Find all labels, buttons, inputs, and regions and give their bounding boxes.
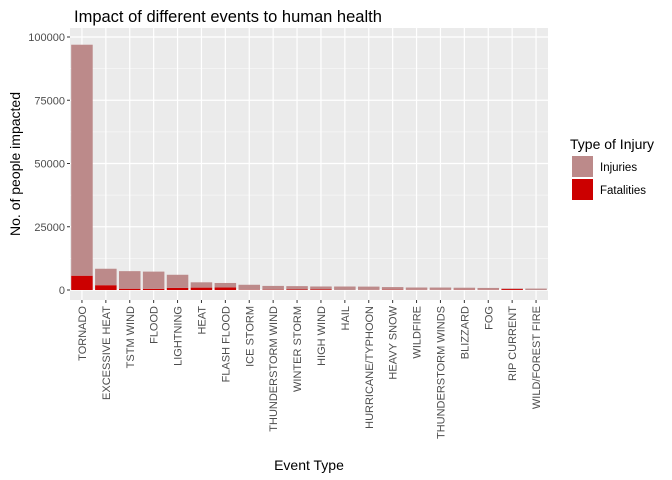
bar-injuries <box>357 286 380 290</box>
y-axis: 0 25000 50000 75000 100000 <box>28 32 70 297</box>
bar-injuries <box>190 282 213 288</box>
y-tick-label: 25000 <box>34 222 65 234</box>
x-tick-label: HEAVY SNOW <box>388 305 400 379</box>
bar-injuries <box>214 282 237 288</box>
x-tick-label: LIGHTNING <box>173 306 185 366</box>
bar-injuries <box>501 288 523 290</box>
bars <box>71 44 547 290</box>
legend-swatch-fatalities <box>572 179 593 200</box>
x-axis-title: Event Type <box>274 457 344 473</box>
bar-injuries <box>381 287 404 290</box>
x-tick-label: WILDFIRE <box>412 306 424 359</box>
bar-injuries <box>142 271 165 289</box>
bar-injuries <box>262 285 284 290</box>
x-tick-label: FLOOD <box>149 306 161 344</box>
bar-injuries <box>166 274 189 288</box>
bar-fatalities <box>501 289 523 290</box>
x-tick-label: HAIL <box>340 306 352 330</box>
bar-injuries <box>453 287 476 290</box>
bar-injuries <box>71 44 93 276</box>
y-tick-label: 50000 <box>34 159 65 171</box>
x-tick-label: TSTM WIND <box>125 306 137 368</box>
x-tick-label: FOG <box>483 306 495 330</box>
bar-fatalities <box>142 288 165 290</box>
bar-injuries <box>118 271 141 289</box>
y-tick-label: 100000 <box>28 32 65 44</box>
bar-fatalities <box>286 289 308 290</box>
x-tick-label: TORNADO <box>77 306 89 361</box>
bar-fatalities <box>214 287 237 290</box>
x-axis: TORNADO EXCESSIVE HEAT TSTM WIND FLOOD LIGHT… <box>77 300 543 439</box>
legend-title: Type of Injury <box>570 136 654 152</box>
y-axis-title: No. of people impacted <box>7 92 23 236</box>
bar-fatalities <box>71 275 93 290</box>
x-tick-label: THUNDERSTORM WIND <box>268 306 280 432</box>
x-tick-label: EXCESSIVE HEAT <box>101 306 113 400</box>
x-tick-label: ICE STORM <box>244 306 256 367</box>
legend: Type of Injury Injuries Fatalities <box>570 136 654 200</box>
bar-injuries <box>429 287 452 290</box>
bar-fatalities <box>95 285 117 290</box>
legend-swatch-injuries <box>572 156 593 177</box>
chart-title: Impact of different events to human heal… <box>74 8 382 26</box>
bar-injuries <box>310 286 332 290</box>
y-tick-label: 0 <box>59 285 65 297</box>
legend-label-injuries: Injuries <box>600 162 637 174</box>
bar-injuries <box>525 288 547 290</box>
x-tick-label: THUNDERSTORM WINDS <box>435 306 447 439</box>
minor-gridlines <box>70 68 548 259</box>
x-tick-label: WINTER STORM <box>292 306 304 392</box>
x-tick-label: HEAT <box>196 306 208 335</box>
y-tick-label: 75000 <box>34 95 65 107</box>
bar-fatalities <box>190 287 213 290</box>
x-tick-label: WILD/FOREST FIRE <box>531 306 543 409</box>
x-tick-label: HURRICANE/TYPHOON <box>364 306 376 429</box>
bar-injuries <box>238 284 261 290</box>
bar-fatalities <box>118 288 141 290</box>
x-tick-label: BLIZZARD <box>459 306 471 359</box>
bar-fatalities <box>310 289 332 290</box>
x-tick-label: FLASH FLOOD <box>220 306 232 382</box>
bar-injuries <box>334 286 356 290</box>
bar-injuries <box>477 287 500 290</box>
bar-injuries <box>286 286 308 290</box>
bar-fatalities <box>166 287 189 290</box>
x-tick-label: RIP CURRENT <box>507 306 519 381</box>
bar-injuries <box>95 268 117 286</box>
bar-injuries <box>405 287 428 290</box>
x-tick-label: HIGH WIND <box>316 306 328 366</box>
legend-label-fatalities: Fatalities <box>600 185 646 197</box>
